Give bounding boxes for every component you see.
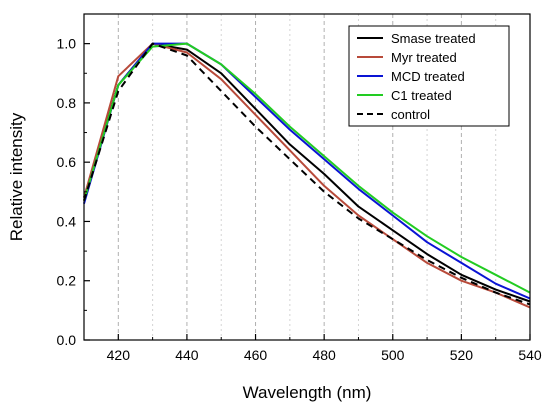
x-tick-label: 440 — [175, 347, 199, 363]
x-tick-label: 460 — [244, 347, 268, 363]
plot-frame — [83, 13, 531, 341]
x-tick-label: 500 — [381, 347, 405, 363]
x-tick-label: 420 — [107, 347, 131, 363]
series-line-c1-treated — [83, 42, 531, 294]
grid — [117, 14, 497, 340]
legend-label: control — [391, 107, 430, 122]
x-tick-label: 540 — [518, 347, 542, 363]
y-tick-label: 1.0 — [57, 36, 77, 52]
legend-label: C1 treated — [391, 88, 452, 103]
y-tick-label: 0.4 — [57, 213, 77, 229]
y-tick-label: 0.6 — [57, 154, 77, 170]
y-tick-label: 0.8 — [57, 95, 77, 111]
series-line-myr-treated — [83, 42, 531, 309]
legend: Smase treated Myr treated MCD treated C1 tr… — [348, 25, 510, 127]
series-line-mcd-treated — [83, 42, 531, 300]
x-tick-label: 480 — [312, 347, 336, 363]
x-axis-label: Wavelength (nm) — [243, 383, 372, 402]
y-tick-label: 0.2 — [57, 273, 77, 289]
y-axis-label: Relative intensity — [7, 112, 26, 241]
axis-ticks: 420 440 460 480 500 520 540 0.0 0.2 0.4 0.6 0.8 1.0 — [57, 13, 542, 363]
series-lines — [83, 42, 531, 309]
legend-label: Smase treated — [391, 31, 476, 46]
x-tick-label: 520 — [450, 347, 474, 363]
y-tick-label: 0.0 — [57, 332, 77, 348]
legend-label: Myr treated — [391, 50, 457, 65]
legend-label: MCD treated — [391, 69, 465, 84]
